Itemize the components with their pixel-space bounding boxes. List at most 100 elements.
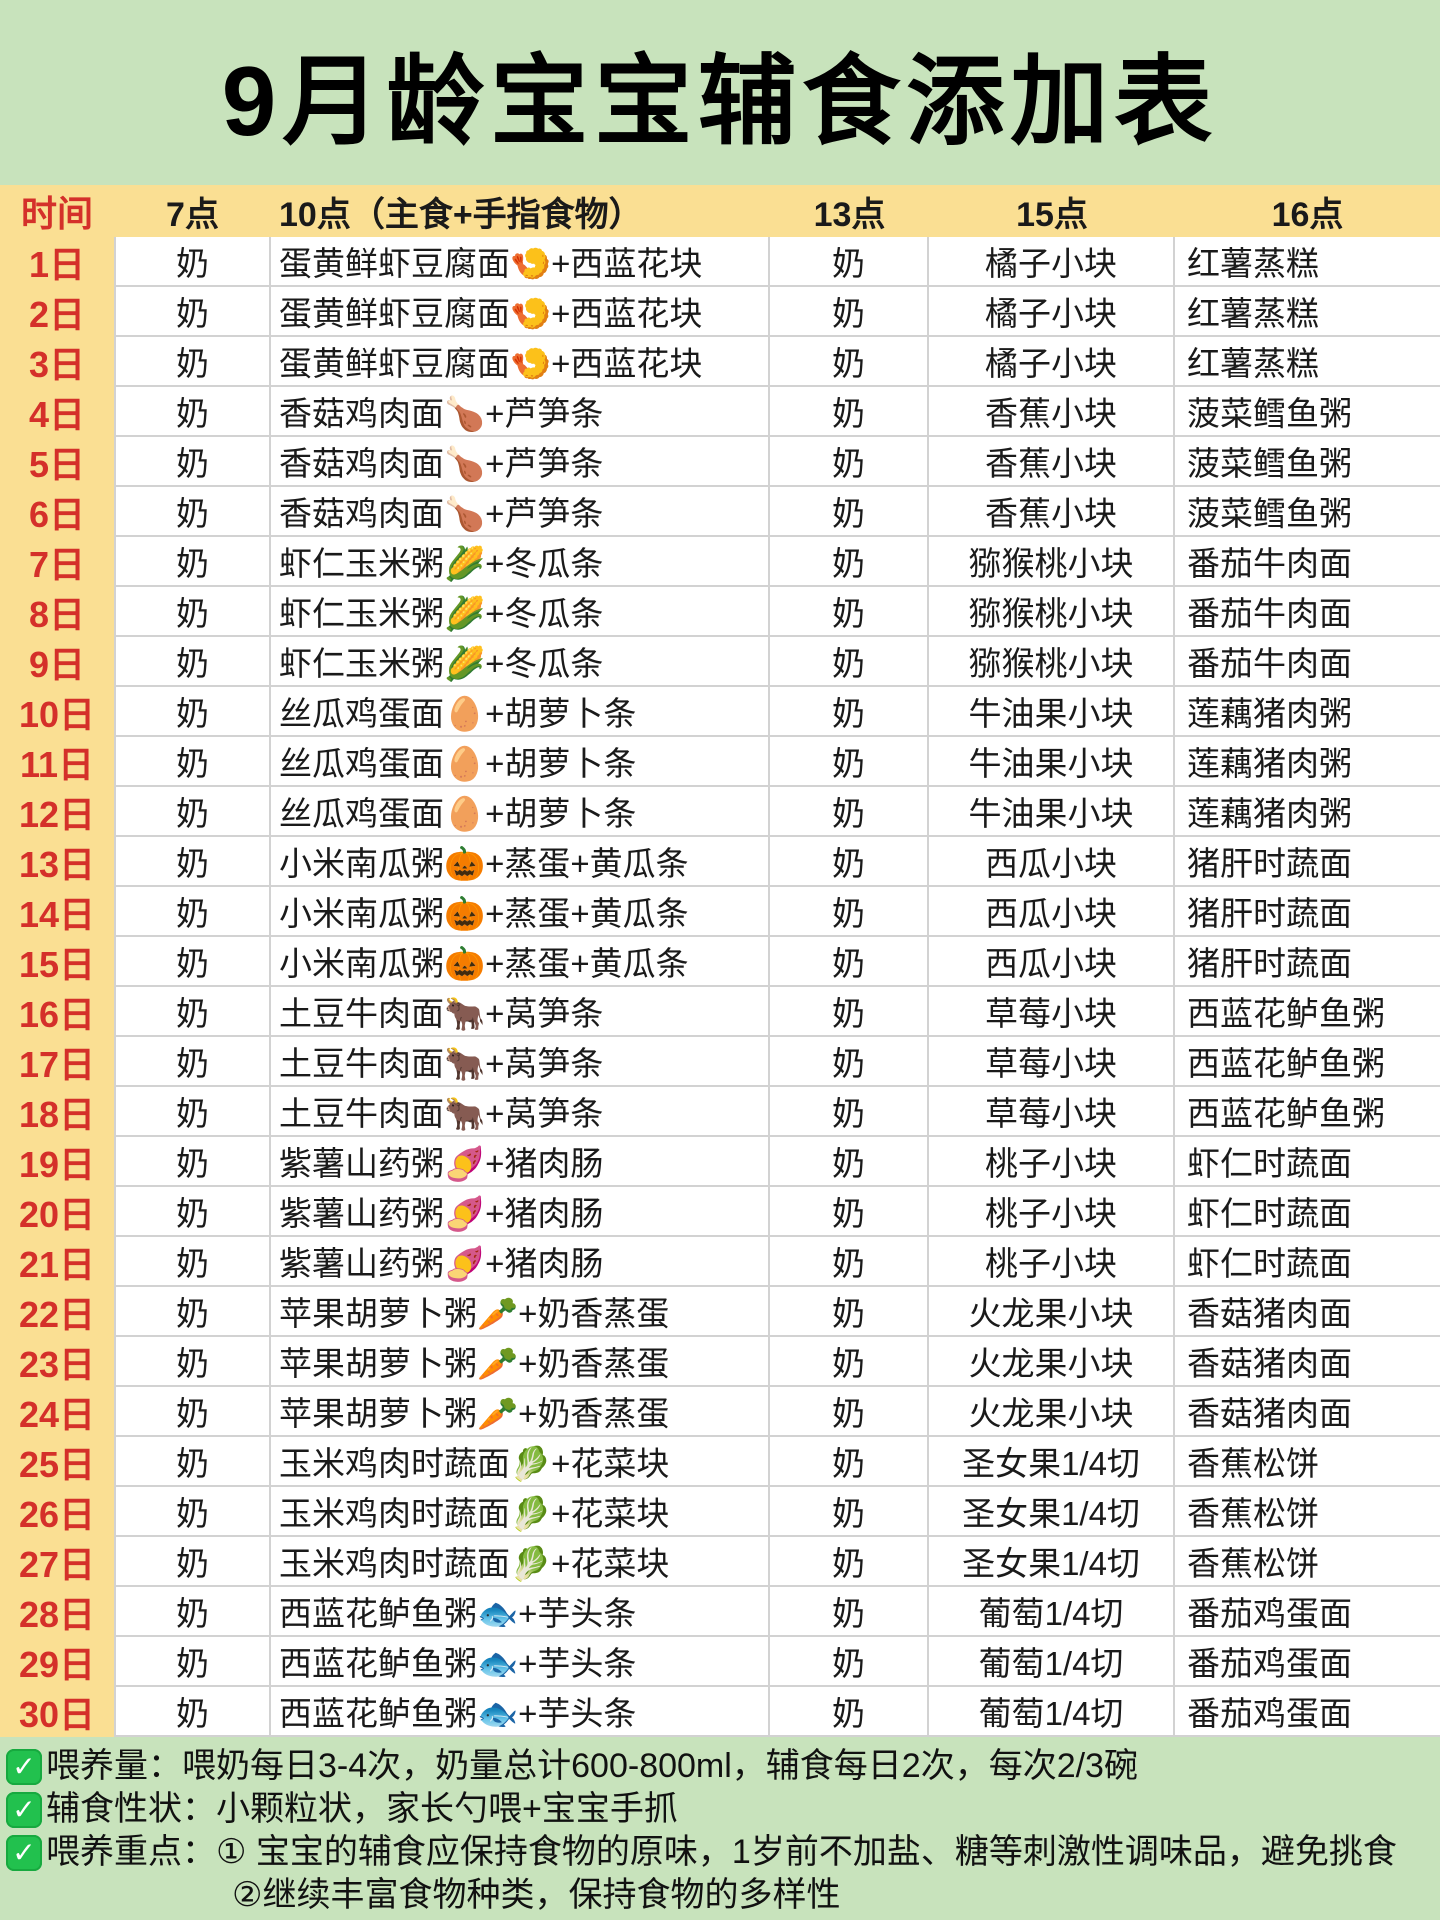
table-row: 7日奶虾仁玉米粥🌽+冬瓜条奶猕猴桃小块 番茄牛肉面: [0, 537, 1440, 587]
meal-10am-cell: 丝瓜鸡蛋面🥚+胡萝卜条: [271, 737, 770, 787]
milk-1pm-cell: 奶: [770, 1387, 929, 1437]
meal-4pm-cell: 莲藕猪肉粥: [1175, 787, 1440, 837]
snack-3pm-cell: 圣女果1/4切: [929, 1437, 1175, 1487]
table-row: 30日奶西蓝花鲈鱼粥🐟+芋头条奶葡萄1/4切 番茄鸡蛋面: [0, 1687, 1440, 1737]
meal-4pm-cell: 菠菜鳕鱼粥: [1175, 487, 1440, 537]
note-food-texture: ✓ 辅食性状：小颗粒状，家长勺喂+宝宝手抓: [6, 1788, 1440, 1831]
snack-3pm-cell: 草莓小块: [929, 987, 1175, 1037]
milk-1pm-cell: 奶: [770, 387, 929, 437]
milk-7am-cell: 奶: [114, 287, 271, 337]
note-text: 辅食性状：小颗粒状，家长勺喂+宝宝手抓: [46, 1790, 678, 1828]
table-row: 9日奶虾仁玉米粥🌽+冬瓜条奶猕猴桃小块 番茄牛肉面: [0, 637, 1440, 687]
meal-4pm-cell: 猪肝时蔬面: [1175, 887, 1440, 937]
table-row: 26日奶玉米鸡肉时蔬面🥬+花菜块奶圣女果1/4切 香蕉松饼: [0, 1487, 1440, 1537]
milk-7am-cell: 奶: [114, 387, 271, 437]
table-row: 12日奶丝瓜鸡蛋面🥚+胡萝卜条奶牛油果小块 莲藕猪肉粥: [0, 787, 1440, 837]
meal-4pm-cell: 番茄鸡蛋面: [1175, 1637, 1440, 1687]
table-row: 6日奶香菇鸡肉面🍗+芦笋条奶香蕉小块 菠菜鳕鱼粥: [0, 487, 1440, 537]
meal-4pm-cell: 西蓝花鲈鱼粥: [1175, 1037, 1440, 1087]
meal-10am-cell: 香菇鸡肉面🍗+芦笋条: [271, 437, 770, 487]
milk-7am-cell: 奶: [114, 1687, 271, 1737]
table-row: 16日奶土豆牛肉面🐂+莴笋条奶草莓小块 西蓝花鲈鱼粥: [0, 987, 1440, 1037]
check-icon: ✓: [6, 1791, 42, 1828]
day-cell: 29日: [0, 1637, 114, 1687]
milk-1pm-cell: 奶: [770, 1137, 929, 1187]
schedule-table: 时间 7点 10点（主食+手指食物） 13点 15点 16点 1日奶蛋黄鲜虾豆腐…: [0, 185, 1440, 1737]
table-row: 8日奶虾仁玉米粥🌽+冬瓜条奶猕猴桃小块 番茄牛肉面: [0, 587, 1440, 637]
column-header-3pm: 15点: [1016, 195, 1088, 234]
meal-10am-cell: 丝瓜鸡蛋面🥚+胡萝卜条: [271, 687, 770, 737]
milk-1pm-cell: 奶: [770, 887, 929, 937]
table-row: 2日奶蛋黄鲜虾豆腐面🍤+西蓝花块奶橘子小块 红薯蒸糕: [0, 287, 1440, 337]
day-cell: 26日: [0, 1487, 114, 1537]
milk-7am-cell: 奶: [114, 787, 271, 837]
snack-3pm-cell: 桃子小块: [929, 1237, 1175, 1287]
day-cell: 20日: [0, 1187, 114, 1237]
meal-10am-cell: 玉米鸡肉时蔬面🥬+花菜块: [271, 1487, 770, 1537]
milk-1pm-cell: 奶: [770, 337, 929, 387]
snack-3pm-cell: 火龙果小块: [929, 1337, 1175, 1387]
note-feeding-focus: ✓ 喂养重点：① 宝宝的辅食应保持食物的原味，1岁前不加盐、糖等刺激性调味品，避…: [6, 1831, 1440, 1874]
snack-3pm-cell: 橘子小块: [929, 237, 1175, 287]
meal-4pm-cell: 香菇猪肉面: [1175, 1287, 1440, 1337]
column-header-10am: 10点（主食+手指食物）: [279, 195, 643, 234]
meal-10am-cell: 小米南瓜粥🎃+蒸蛋+黄瓜条: [271, 887, 770, 937]
meal-4pm-cell: 虾仁时蔬面: [1175, 1137, 1440, 1187]
table-row: 20日奶紫薯山药粥🍠+猪肉肠奶桃子小块 虾仁时蔬面: [0, 1187, 1440, 1237]
table-row: 18日奶土豆牛肉面🐂+莴笋条奶草莓小块 西蓝花鲈鱼粥: [0, 1087, 1440, 1137]
snack-3pm-cell: 桃子小块: [929, 1137, 1175, 1187]
meal-4pm-cell: 香蕉松饼: [1175, 1487, 1440, 1537]
milk-7am-cell: 奶: [114, 1337, 271, 1387]
milk-1pm-cell: 奶: [770, 937, 929, 987]
snack-3pm-cell: 草莓小块: [929, 1037, 1175, 1087]
milk-1pm-cell: 奶: [770, 1487, 929, 1537]
milk-7am-cell: 奶: [114, 987, 271, 1037]
milk-7am-cell: 奶: [114, 487, 271, 537]
meal-4pm-cell: 莲藕猪肉粥: [1175, 737, 1440, 787]
schedule-table-body: 1日奶蛋黄鲜虾豆腐面🍤+西蓝花块奶橘子小块 红薯蒸糕 2日奶蛋黄鲜虾豆腐面🍤+西蓝花…: [0, 237, 1440, 1737]
meal-4pm-cell: 红薯蒸糕: [1175, 337, 1440, 387]
meal-10am-cell: 虾仁玉米粥🌽+冬瓜条: [271, 587, 770, 637]
day-cell: 30日: [0, 1687, 114, 1737]
day-cell: 12日: [0, 787, 114, 837]
day-cell: 17日: [0, 1037, 114, 1087]
snack-3pm-cell: 西瓜小块: [929, 937, 1175, 987]
table-row: 21日奶紫薯山药粥🍠+猪肉肠奶桃子小块 虾仁时蔬面: [0, 1237, 1440, 1287]
day-cell: 9日: [0, 637, 114, 687]
milk-7am-cell: 奶: [114, 1487, 271, 1537]
table-row: 14日奶小米南瓜粥🎃+蒸蛋+黄瓜条奶西瓜小块 猪肝时蔬面: [0, 887, 1440, 937]
snack-3pm-cell: 猕猴桃小块: [929, 537, 1175, 587]
table-row: 5日奶香菇鸡肉面🍗+芦笋条奶香蕉小块 菠菜鳕鱼粥: [0, 437, 1440, 487]
snack-3pm-cell: 草莓小块: [929, 1087, 1175, 1137]
table-row: 10日奶丝瓜鸡蛋面🥚+胡萝卜条奶牛油果小块 莲藕猪肉粥: [0, 687, 1440, 737]
note-text: ②继续丰富食物种类，保持食物的多样性: [232, 1876, 841, 1914]
milk-7am-cell: 奶: [114, 537, 271, 587]
page-title: 9月龄宝宝辅食添加表: [221, 45, 1219, 156]
table-row: 1日奶蛋黄鲜虾豆腐面🍤+西蓝花块奶橘子小块 红薯蒸糕: [0, 237, 1440, 287]
meal-10am-cell: 香菇鸡肉面🍗+芦笋条: [271, 487, 770, 537]
snack-3pm-cell: 猕猴桃小块: [929, 587, 1175, 637]
snack-3pm-cell: 葡萄1/4切: [929, 1687, 1175, 1737]
milk-7am-cell: 奶: [114, 1537, 271, 1587]
meal-4pm-cell: 香蕉松饼: [1175, 1437, 1440, 1487]
day-cell: 27日: [0, 1537, 114, 1587]
milk-1pm-cell: 奶: [770, 1237, 929, 1287]
table-row: 13日奶小米南瓜粥🎃+蒸蛋+黄瓜条奶西瓜小块 猪肝时蔬面: [0, 837, 1440, 887]
table-row: 11日奶丝瓜鸡蛋面🥚+胡萝卜条奶牛油果小块 莲藕猪肉粥: [0, 737, 1440, 787]
meal-10am-cell: 苹果胡萝卜粥🥕+奶香蒸蛋: [271, 1337, 770, 1387]
meal-4pm-cell: 虾仁时蔬面: [1175, 1237, 1440, 1287]
snack-3pm-cell: 香蕉小块: [929, 437, 1175, 487]
meal-4pm-cell: 红薯蒸糕: [1175, 237, 1440, 287]
milk-7am-cell: 奶: [114, 1387, 271, 1437]
meal-10am-cell: 小米南瓜粥🎃+蒸蛋+黄瓜条: [271, 937, 770, 987]
milk-1pm-cell: 奶: [770, 537, 929, 587]
milk-1pm-cell: 奶: [770, 587, 929, 637]
table-header: 时间 7点 10点（主食+手指食物） 13点 15点 16点: [0, 185, 1440, 237]
meal-4pm-cell: 番茄牛肉面: [1175, 537, 1440, 587]
milk-1pm-cell: 奶: [770, 987, 929, 1037]
meal-10am-cell: 西蓝花鲈鱼粥🐟+芋头条: [271, 1587, 770, 1637]
meal-10am-cell: 土豆牛肉面🐂+莴笋条: [271, 987, 770, 1037]
meal-10am-cell: 紫薯山药粥🍠+猪肉肠: [271, 1237, 770, 1287]
meal-4pm-cell: 菠菜鳕鱼粥: [1175, 437, 1440, 487]
meal-10am-cell: 紫薯山药粥🍠+猪肉肠: [271, 1187, 770, 1237]
